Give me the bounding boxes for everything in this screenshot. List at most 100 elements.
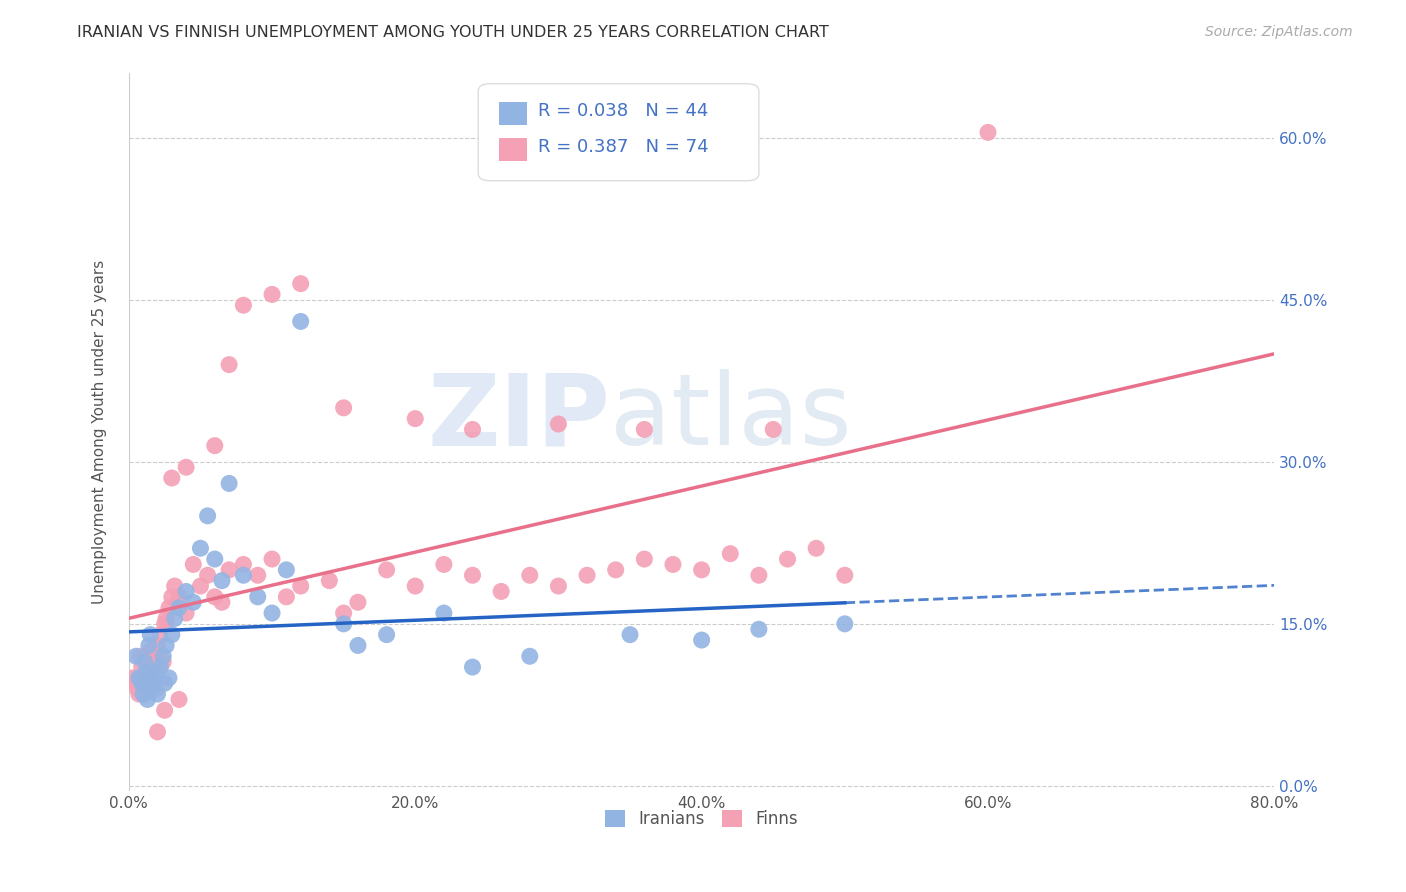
- Point: [136, 692, 159, 706]
- Point: [134, 655, 156, 669]
- Point: [461, 660, 484, 674]
- Point: [204, 590, 226, 604]
- Point: [375, 628, 398, 642]
- Point: [197, 568, 219, 582]
- Point: [776, 552, 799, 566]
- Point: [138, 639, 160, 653]
- Point: [157, 671, 180, 685]
- Point: [619, 628, 641, 642]
- Point: [461, 568, 484, 582]
- Point: [332, 606, 354, 620]
- Point: [136, 655, 159, 669]
- Point: [152, 655, 174, 669]
- Point: [290, 579, 312, 593]
- Point: [181, 558, 204, 572]
- Point: [155, 639, 177, 653]
- Point: [143, 671, 166, 685]
- Point: [145, 681, 167, 696]
- Text: ZIP: ZIP: [427, 369, 610, 467]
- Point: [576, 568, 599, 582]
- FancyBboxPatch shape: [478, 84, 759, 181]
- Point: [153, 703, 176, 717]
- Point: [174, 606, 197, 620]
- Point: [131, 660, 153, 674]
- Point: [135, 665, 157, 680]
- Point: [141, 676, 163, 690]
- Point: [160, 471, 183, 485]
- Point: [204, 439, 226, 453]
- Point: [131, 676, 153, 690]
- Point: [276, 563, 298, 577]
- Point: [977, 125, 1000, 139]
- Point: [461, 422, 484, 436]
- Text: R = 0.038   N = 44: R = 0.038 N = 44: [538, 102, 709, 120]
- Point: [748, 568, 770, 582]
- Point: [211, 574, 233, 588]
- Point: [718, 547, 741, 561]
- Point: [138, 671, 160, 685]
- Y-axis label: Unemployment Among Youth under 25 years: Unemployment Among Youth under 25 years: [93, 260, 107, 604]
- Point: [276, 590, 298, 604]
- Point: [139, 644, 162, 658]
- Point: [146, 724, 169, 739]
- Point: [290, 277, 312, 291]
- Point: [318, 574, 340, 588]
- Point: [662, 558, 685, 572]
- Point: [246, 568, 269, 582]
- Point: [181, 595, 204, 609]
- Point: [547, 417, 569, 431]
- Point: [153, 676, 176, 690]
- Point: [218, 358, 240, 372]
- Point: [155, 611, 177, 625]
- Point: [211, 595, 233, 609]
- Point: [167, 692, 190, 706]
- Point: [290, 314, 312, 328]
- Point: [134, 687, 156, 701]
- Point: [149, 628, 172, 642]
- Point: [519, 649, 541, 664]
- Point: [332, 401, 354, 415]
- Point: [141, 681, 163, 696]
- Point: [132, 676, 155, 690]
- Point: [332, 616, 354, 631]
- Point: [174, 584, 197, 599]
- Point: [160, 628, 183, 642]
- Point: [690, 633, 713, 648]
- Point: [190, 579, 212, 593]
- Point: [347, 595, 370, 609]
- Point: [246, 590, 269, 604]
- Point: [142, 676, 165, 690]
- Point: [167, 600, 190, 615]
- Text: Source: ZipAtlas.com: Source: ZipAtlas.com: [1205, 25, 1353, 39]
- Point: [519, 568, 541, 582]
- Point: [605, 563, 627, 577]
- Point: [146, 639, 169, 653]
- Bar: [499, 138, 527, 161]
- Point: [190, 541, 212, 556]
- Point: [145, 665, 167, 680]
- Point: [834, 568, 856, 582]
- Point: [489, 584, 512, 599]
- Point: [122, 671, 145, 685]
- Point: [163, 611, 186, 625]
- Point: [163, 579, 186, 593]
- Point: [633, 552, 655, 566]
- Text: IRANIAN VS FINNISH UNEMPLOYMENT AMONG YOUTH UNDER 25 YEARS CORRELATION CHART: IRANIAN VS FINNISH UNEMPLOYMENT AMONG YO…: [77, 25, 830, 40]
- Point: [433, 606, 456, 620]
- Point: [132, 687, 155, 701]
- Legend: Iranians, Finns: Iranians, Finns: [599, 803, 804, 835]
- Point: [433, 558, 456, 572]
- Point: [375, 563, 398, 577]
- Point: [167, 590, 190, 604]
- Point: [157, 600, 180, 615]
- Point: [152, 649, 174, 664]
- Point: [142, 660, 165, 674]
- Point: [125, 649, 148, 664]
- Point: [174, 460, 197, 475]
- Text: R = 0.387   N = 74: R = 0.387 N = 74: [538, 138, 709, 156]
- Point: [260, 552, 283, 566]
- Point: [197, 508, 219, 523]
- Point: [260, 287, 283, 301]
- Point: [404, 411, 426, 425]
- Point: [232, 558, 254, 572]
